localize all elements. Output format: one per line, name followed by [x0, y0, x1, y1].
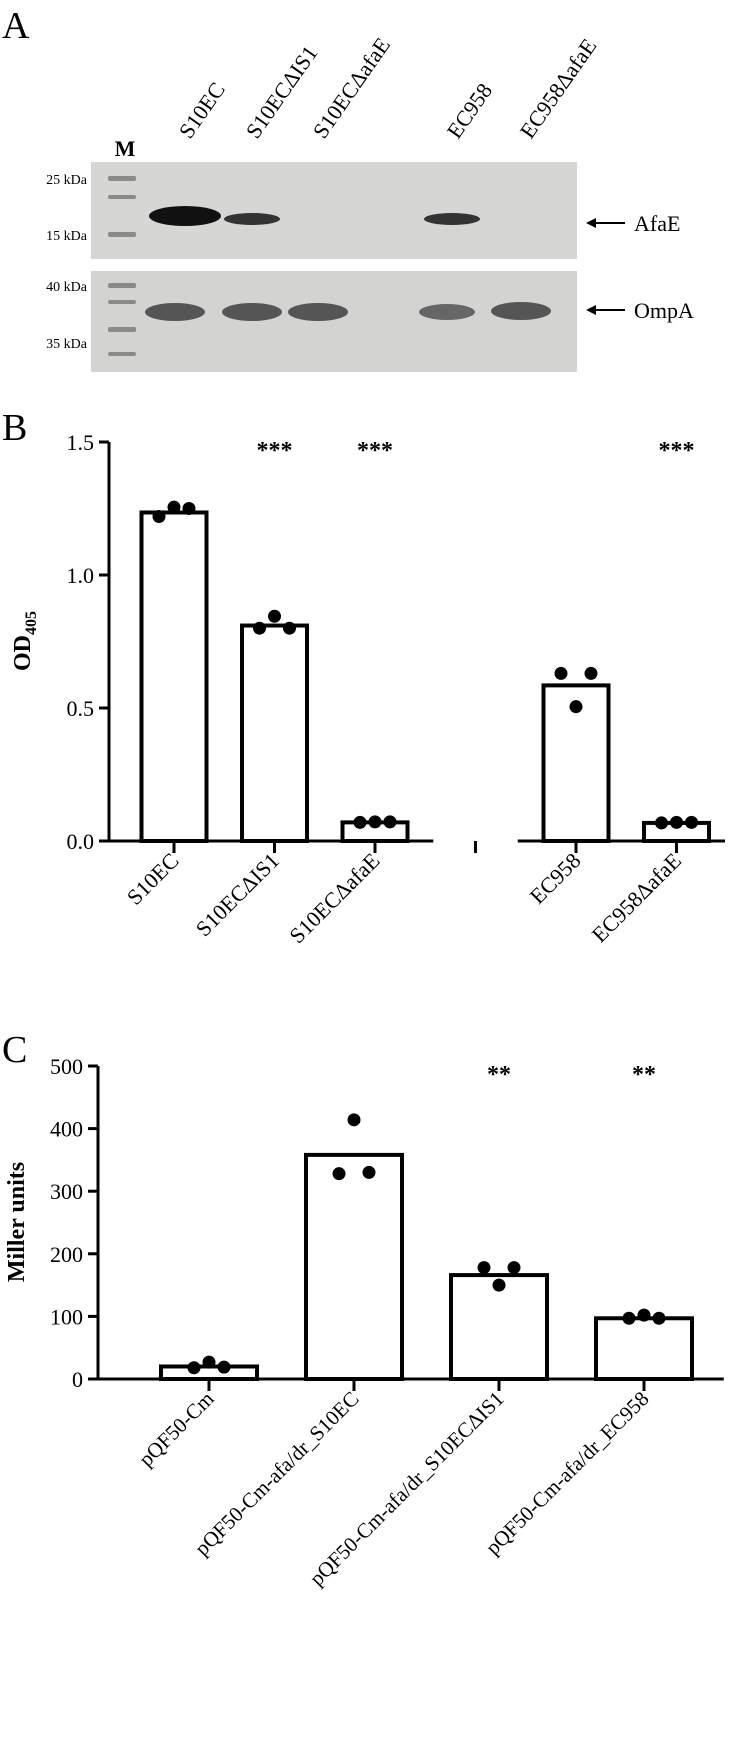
bar: [304, 1152, 404, 1381]
lane-label: EC958: [442, 78, 498, 142]
x-tick-label: S10ECΔIS1: [191, 848, 284, 941]
y-tick-label: 500: [50, 1054, 83, 1079]
data-point: [637, 1308, 651, 1322]
marker-label: 35 kDa: [46, 337, 88, 352]
y-tick-label: 200: [50, 1242, 83, 1267]
x-tick-label: S10ECΔafaE: [284, 848, 384, 948]
significance-label: ***: [659, 438, 695, 464]
protein-label: OmpA: [634, 298, 694, 323]
panel-letter: C: [2, 1029, 27, 1071]
protein-label: AfaE: [634, 211, 680, 236]
panel-letter: B: [2, 407, 27, 449]
significance-label: **: [487, 1062, 511, 1088]
data-point: [202, 1355, 216, 1369]
data-point: [268, 609, 281, 623]
bar: [594, 1316, 694, 1381]
data-point: [652, 1311, 666, 1325]
marker-label: 25 kDa: [46, 173, 88, 188]
significance-label: ***: [357, 438, 393, 464]
data-point: [383, 815, 397, 829]
data-point: [492, 1278, 506, 1292]
y-axis-label-text: Miller units: [4, 1162, 30, 1282]
y-axis-label: Miller units: [4, 1162, 30, 1282]
bar: [240, 623, 309, 843]
y-axis-label-subscript: 405: [23, 611, 40, 635]
data-point: [152, 509, 166, 523]
data-point: [253, 621, 266, 635]
marker-label: 15 kDa: [46, 229, 88, 244]
y-tick-label: 0.0: [67, 829, 95, 854]
y-tick-label: 400: [50, 1117, 83, 1142]
lane-label: S10EC: [174, 77, 230, 142]
lane-label: S10ECΔafaE: [308, 33, 395, 143]
marker-label: 40 kDa: [46, 280, 88, 295]
y-tick-label: 0.5: [67, 696, 95, 721]
significance-label: ***: [257, 438, 293, 464]
data-point: [167, 500, 181, 514]
x-tick-label: pQF50-Cm: [134, 1387, 219, 1472]
data-point: [554, 666, 568, 680]
data-point: [507, 1261, 521, 1275]
x-tick-label: EC958ΔafaE: [587, 848, 686, 947]
gel-bands: [145, 206, 551, 321]
y-tick-label: 1.5: [67, 430, 95, 455]
data-point: [187, 1361, 201, 1375]
data-point: [353, 815, 367, 829]
x-tick-label: EC958: [525, 848, 586, 909]
data-point: [685, 815, 698, 829]
data-point: [670, 815, 683, 829]
data-point: [182, 502, 196, 515]
y-axis-label-text: OD: [10, 635, 36, 671]
marker-ladder: [108, 176, 136, 356]
y-axis-label: OD405: [10, 611, 40, 671]
data-point: [362, 1165, 376, 1179]
data-point: [217, 1360, 231, 1374]
y-tick-label: 100: [50, 1304, 83, 1329]
data-point: [569, 700, 583, 714]
bar: [449, 1273, 549, 1381]
panel-letter: A: [2, 5, 30, 47]
y-tick-label: 0: [72, 1367, 83, 1392]
data-point: [368, 815, 382, 829]
y-tick-label: 300: [50, 1179, 83, 1204]
data-point: [332, 1167, 346, 1181]
x-tick-label: pQF50-Cm-afa/dr_S10EC: [190, 1387, 364, 1561]
x-tick-label: pQF50-Cm-afa/dr_EC958: [481, 1387, 654, 1560]
gel-lower: [91, 271, 577, 372]
lane-label: M: [115, 136, 136, 161]
y-tick-label: 1.0: [67, 563, 95, 588]
significance-label: **: [632, 1062, 656, 1088]
data-point: [622, 1311, 636, 1325]
x-tick-label: S10EC: [122, 848, 184, 910]
data-point: [584, 666, 598, 680]
bar: [139, 510, 209, 843]
data-point: [477, 1261, 491, 1275]
data-point: [347, 1113, 361, 1127]
data-point: [655, 816, 668, 830]
data-point: [283, 621, 296, 635]
arrow: [586, 218, 625, 315]
lane-label: EC958ΔafaE: [515, 34, 602, 143]
